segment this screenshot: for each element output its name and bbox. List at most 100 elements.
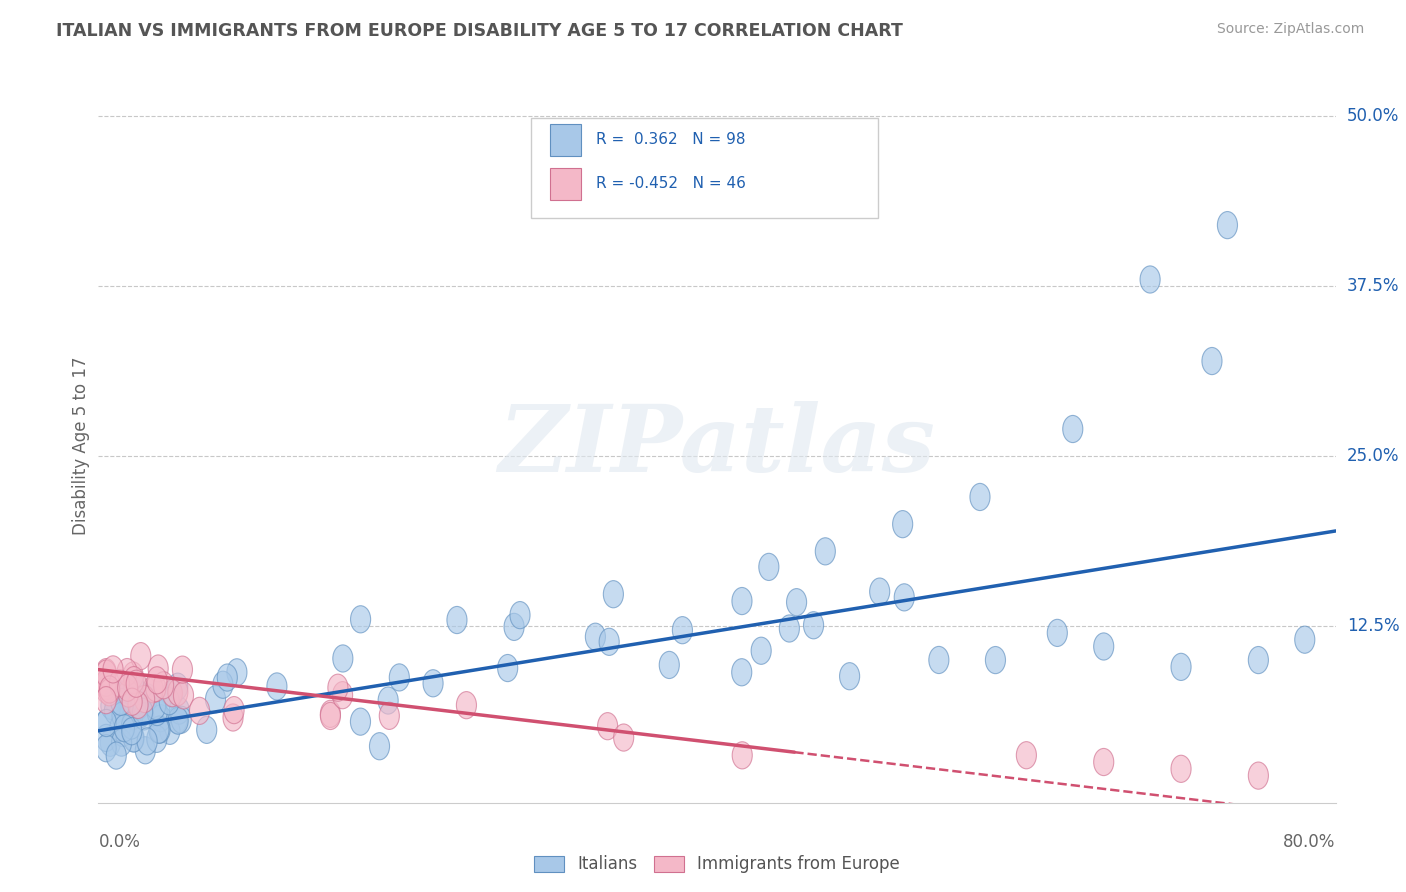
Ellipse shape: [1295, 626, 1315, 653]
Ellipse shape: [100, 676, 120, 703]
Ellipse shape: [378, 687, 398, 714]
Ellipse shape: [122, 702, 143, 730]
Ellipse shape: [97, 709, 117, 737]
Ellipse shape: [1202, 348, 1222, 375]
Ellipse shape: [107, 742, 127, 769]
Ellipse shape: [160, 717, 180, 745]
Ellipse shape: [224, 704, 243, 731]
Ellipse shape: [1249, 762, 1268, 789]
Ellipse shape: [96, 735, 117, 762]
Ellipse shape: [169, 697, 190, 724]
Ellipse shape: [970, 483, 990, 510]
Text: R = -0.452   N = 46: R = -0.452 N = 46: [596, 177, 745, 191]
Text: 12.5%: 12.5%: [1347, 617, 1399, 635]
Ellipse shape: [100, 729, 121, 756]
Ellipse shape: [172, 706, 191, 733]
Ellipse shape: [1171, 756, 1191, 782]
Ellipse shape: [128, 691, 148, 719]
Ellipse shape: [226, 658, 247, 686]
Ellipse shape: [659, 651, 679, 679]
Ellipse shape: [104, 686, 124, 713]
Ellipse shape: [224, 697, 245, 723]
Ellipse shape: [96, 672, 117, 698]
Ellipse shape: [101, 692, 121, 719]
Ellipse shape: [122, 692, 142, 720]
Text: 50.0%: 50.0%: [1347, 107, 1399, 126]
Ellipse shape: [96, 709, 117, 736]
Ellipse shape: [190, 698, 209, 724]
Y-axis label: Disability Age 5 to 17: Disability Age 5 to 17: [72, 357, 90, 535]
Ellipse shape: [138, 728, 157, 755]
Ellipse shape: [103, 656, 124, 683]
Ellipse shape: [127, 670, 146, 698]
Ellipse shape: [114, 706, 135, 734]
Ellipse shape: [96, 724, 117, 752]
Ellipse shape: [118, 680, 139, 707]
Ellipse shape: [321, 700, 340, 728]
Ellipse shape: [751, 637, 772, 665]
Ellipse shape: [350, 606, 371, 633]
Ellipse shape: [1094, 633, 1114, 660]
Ellipse shape: [380, 702, 399, 730]
Ellipse shape: [389, 664, 409, 691]
Ellipse shape: [124, 666, 143, 694]
Ellipse shape: [122, 688, 142, 715]
Ellipse shape: [894, 583, 914, 611]
Ellipse shape: [603, 581, 623, 607]
Ellipse shape: [197, 716, 217, 743]
Ellipse shape: [148, 666, 167, 694]
Ellipse shape: [929, 647, 949, 673]
Ellipse shape: [1094, 748, 1114, 776]
Ellipse shape: [124, 724, 145, 752]
Text: ZIPatlas: ZIPatlas: [499, 401, 935, 491]
Ellipse shape: [1140, 266, 1160, 293]
Ellipse shape: [96, 660, 117, 687]
Ellipse shape: [598, 713, 617, 739]
Ellipse shape: [839, 663, 859, 690]
Ellipse shape: [96, 673, 117, 699]
Text: 37.5%: 37.5%: [1347, 277, 1399, 295]
Ellipse shape: [1063, 416, 1083, 442]
Text: 25.0%: 25.0%: [1347, 447, 1399, 466]
Ellipse shape: [672, 616, 693, 644]
Ellipse shape: [122, 718, 142, 745]
Ellipse shape: [370, 732, 389, 760]
Ellipse shape: [870, 578, 890, 605]
Ellipse shape: [96, 676, 117, 703]
Ellipse shape: [122, 687, 143, 714]
Ellipse shape: [321, 702, 340, 730]
Ellipse shape: [110, 681, 129, 707]
Ellipse shape: [503, 614, 524, 640]
Ellipse shape: [149, 716, 169, 743]
Ellipse shape: [759, 553, 779, 581]
Ellipse shape: [447, 607, 467, 633]
FancyBboxPatch shape: [550, 124, 581, 156]
Ellipse shape: [212, 671, 233, 698]
Ellipse shape: [148, 655, 169, 682]
Text: ITALIAN VS IMMIGRANTS FROM EUROPE DISABILITY AGE 5 TO 17 CORRELATION CHART: ITALIAN VS IMMIGRANTS FROM EUROPE DISABI…: [56, 22, 903, 40]
Ellipse shape: [733, 742, 752, 769]
FancyBboxPatch shape: [531, 118, 877, 218]
Ellipse shape: [146, 692, 166, 720]
Ellipse shape: [1171, 653, 1191, 681]
Text: R =  0.362   N = 98: R = 0.362 N = 98: [596, 132, 745, 147]
Ellipse shape: [110, 670, 129, 697]
Ellipse shape: [134, 703, 153, 730]
Ellipse shape: [1249, 647, 1268, 673]
Ellipse shape: [117, 680, 136, 707]
Ellipse shape: [167, 679, 188, 706]
Ellipse shape: [129, 692, 149, 719]
Ellipse shape: [110, 714, 129, 741]
Ellipse shape: [328, 674, 347, 701]
Ellipse shape: [111, 689, 131, 715]
Ellipse shape: [111, 729, 132, 756]
Ellipse shape: [96, 669, 117, 697]
Ellipse shape: [731, 658, 752, 686]
Ellipse shape: [124, 662, 143, 690]
Ellipse shape: [1047, 619, 1067, 647]
Ellipse shape: [138, 684, 157, 711]
Ellipse shape: [118, 674, 138, 701]
Ellipse shape: [131, 642, 150, 670]
Ellipse shape: [333, 645, 353, 672]
Ellipse shape: [132, 698, 153, 725]
